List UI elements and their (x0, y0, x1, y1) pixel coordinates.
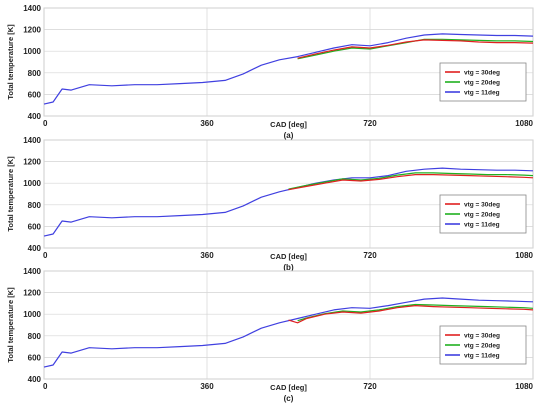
y-axis-label: Total temperature [K] (6, 24, 15, 100)
y-axis-label: Total temperature [K] (6, 287, 15, 363)
y-tick-label: 800 (28, 201, 42, 210)
x-tick-label: 1080 (515, 382, 533, 391)
y-tick-label: 800 (28, 69, 42, 78)
chart-panel-a: 400 600 800 1000 1200 1400 0 360 720 1080 Total t… (6, 4, 534, 140)
legend-entry-label: vtg = 20deg (464, 343, 500, 350)
legend-entry-label: vtg = 20deg (464, 212, 500, 219)
panel-caption: (a) (284, 131, 294, 140)
y-tick-label: 1400 (23, 4, 41, 13)
y-tick-label: 1400 (23, 136, 41, 145)
y-tick-label: 400 (28, 375, 42, 384)
y-tick-label: 1200 (23, 26, 41, 35)
y-tick-label: 1000 (23, 310, 41, 319)
x-axis-label: CAD [deg] (270, 120, 307, 129)
y-tick-label: 1200 (23, 289, 41, 298)
chart-panel-c: 400 600 800 1000 1200 1400 0 360 720 1080 Total t… (6, 267, 534, 403)
y-tick-label: 1000 (23, 47, 41, 56)
y-tick-label: 600 (28, 90, 42, 99)
x-tick-label: 360 (200, 251, 214, 260)
x-tick-label: 1080 (515, 119, 533, 128)
series-layer (43, 167, 534, 237)
legend-entry-label: vtg = 11deg (464, 353, 500, 360)
y-tick-label: 600 (28, 353, 42, 362)
x-axis-label: CAD [deg] (270, 252, 307, 261)
series-line-vtg-30deg (288, 174, 534, 191)
x-tick-label: 360 (200, 119, 214, 128)
legend-entry-label: vtg = 20deg (464, 80, 500, 87)
y-tick-label: 800 (28, 332, 42, 341)
legend-entry-label: vtg = 30deg (464, 70, 500, 77)
series-line-vtg-11deg (43, 33, 534, 105)
legend-entry-label: vtg = 30deg (464, 333, 500, 340)
y-axis-label: Total temperature [K] (6, 156, 15, 232)
y-tick-label: 400 (28, 112, 42, 121)
x-tick-label: 1080 (515, 251, 533, 260)
chart-panel-b: 400 600 800 1000 1200 1400 0 360 720 1080 Total t… (6, 136, 534, 272)
panel-caption: (c) (284, 394, 294, 403)
legend-entry-label: vtg = 11deg (464, 90, 500, 97)
series-line-vtg-20deg (297, 303, 534, 322)
x-tick-label: 0 (43, 119, 48, 128)
legend: vtg = 30deg vtg = 20deg vtg = 11deg (439, 62, 527, 102)
y-tick-label: 1200 (23, 158, 41, 167)
y-tick-label: 600 (28, 222, 42, 231)
series-line-vtg-30deg (288, 305, 534, 324)
y-tick-label: 1400 (23, 267, 41, 276)
legend: vtg = 30deg vtg = 20deg vtg = 11deg (439, 194, 527, 234)
x-tick-label: 720 (363, 251, 377, 260)
x-tick-label: 720 (363, 119, 377, 128)
tick-labels: 400 600 800 1000 1200 1400 0 360 720 1080 (23, 267, 533, 391)
legend-entry-label: vtg = 11deg (464, 222, 500, 229)
x-tick-label: 360 (200, 382, 214, 391)
legend: vtg = 30deg vtg = 20deg vtg = 11deg (439, 325, 527, 365)
y-tick-label: 400 (28, 244, 42, 253)
tick-labels: 400 600 800 1000 1200 1400 0 360 720 1080 (23, 4, 533, 128)
legend-entry-label: vtg = 30deg (464, 202, 500, 209)
series-line-vtg-20deg (288, 172, 534, 190)
series-layer (43, 33, 534, 105)
x-axis-label: CAD [deg] (270, 383, 307, 392)
series-layer (43, 297, 534, 368)
x-tick-label: 0 (43, 251, 48, 260)
x-tick-label: 720 (363, 382, 377, 391)
x-tick-label: 0 (43, 382, 48, 391)
tick-labels: 400 600 800 1000 1200 1400 0 360 720 1080 (23, 136, 533, 260)
series-line-vtg-30deg (297, 39, 534, 59)
panel-caption: (b) (283, 263, 294, 272)
y-tick-label: 1000 (23, 179, 41, 188)
